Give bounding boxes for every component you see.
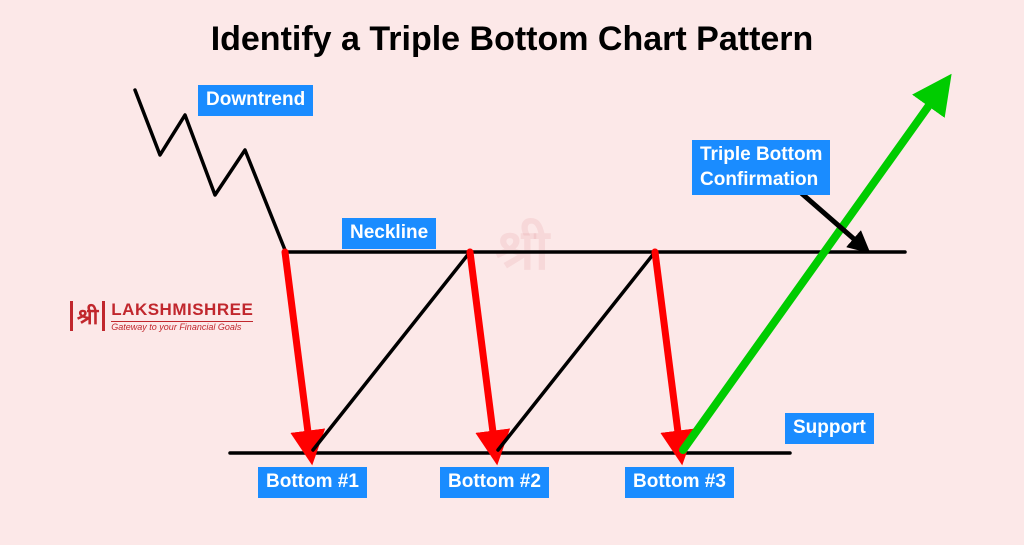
logo-tagline: Gateway to your Financial Goals xyxy=(111,321,253,332)
drop-arrow-1 xyxy=(285,252,310,448)
label-support: Support xyxy=(785,413,874,444)
drop-arrow-3 xyxy=(655,252,680,448)
label-downtrend: Downtrend xyxy=(198,85,313,116)
label-bottom2: Bottom #2 xyxy=(440,467,549,498)
label-neckline: Neckline xyxy=(342,218,436,249)
label-bottom1: Bottom #1 xyxy=(258,467,367,498)
brand-logo: श्री LAKSHMISHREE Gateway to your Financ… xyxy=(70,300,253,332)
logo-name: LAKSHMISHREE xyxy=(111,300,253,320)
label-confirmation: Triple Bottom Confirmation xyxy=(692,140,830,195)
rise-line-1 xyxy=(313,252,470,450)
label-bottom3: Bottom #3 xyxy=(625,467,734,498)
pattern-diagram xyxy=(0,0,1024,545)
rise-line-2 xyxy=(498,252,655,450)
drop-arrow-2 xyxy=(470,252,495,448)
logo-mark: श्री xyxy=(70,301,105,331)
